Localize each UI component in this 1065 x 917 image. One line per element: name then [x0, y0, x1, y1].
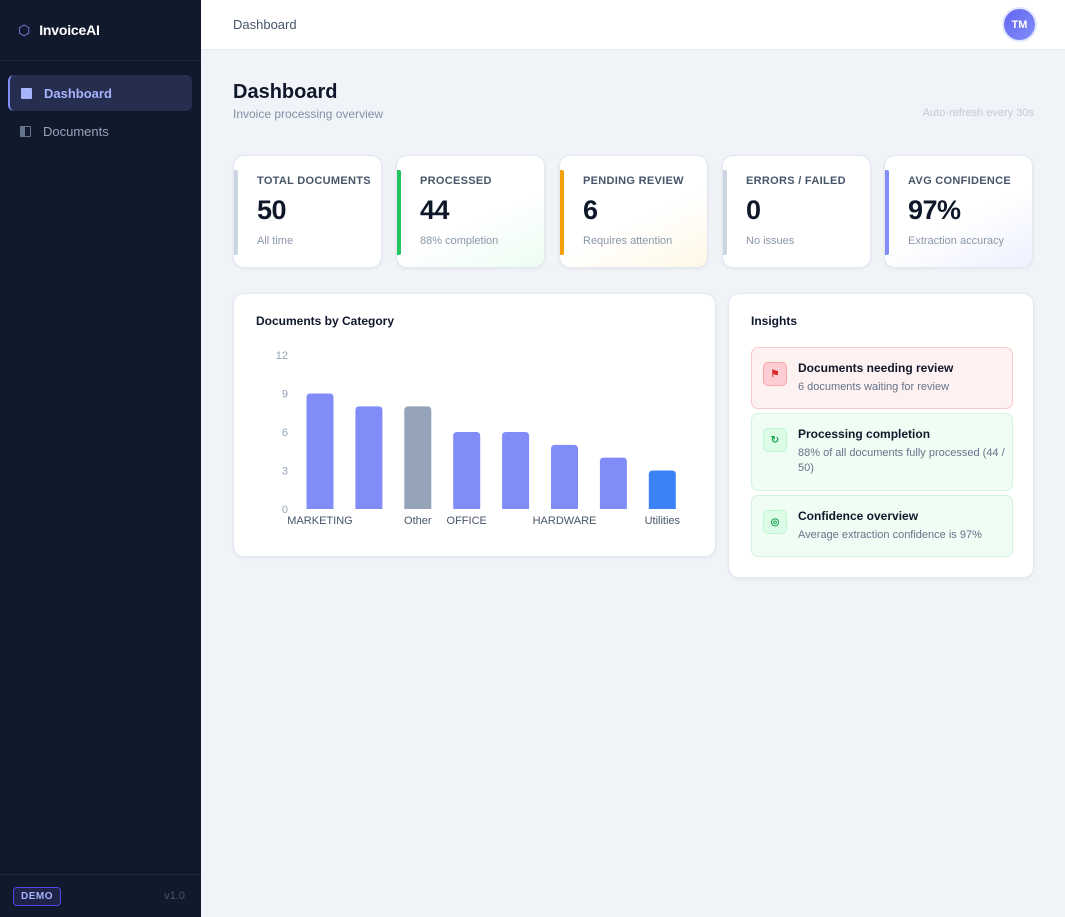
stat-label: ERRORS / FAILED: [746, 175, 846, 187]
category-bar-chart: 0 3 6 9 12 MARKETING Other OFFICE HARDWARE Utilit…: [276, 350, 681, 527]
bar[interactable]: [599, 457, 627, 509]
y-tick-label: 9: [282, 389, 288, 401]
stat-value: 0: [746, 195, 761, 225]
bar[interactable]: [355, 406, 383, 509]
bar[interactable]: [453, 432, 481, 509]
insight-body: 88% of all documents fully processed (44…: [798, 447, 1005, 474]
stat-card-processed: PROCESSED 44 88% completion: [396, 155, 545, 268]
bar[interactable]: [648, 470, 676, 510]
insight-title: Documents needing review: [798, 361, 954, 375]
auto-refresh-note: Auto-refresh every 30s: [922, 107, 1034, 119]
sidebar-item-label: Dashboard: [44, 85, 112, 101]
stat-subtext: Requires attention: [583, 235, 673, 247]
sidebar-nav: Dashboard Documents: [0, 61, 201, 149]
stat-label: PENDING REVIEW: [583, 175, 684, 187]
stat-card-pending-review: PENDING REVIEW 6 Requires attention: [559, 155, 708, 268]
stat-label: PROCESSED: [420, 175, 492, 187]
documents-icon: [20, 125, 31, 137]
stat-subtext: 88% completion: [420, 235, 499, 247]
user-avatar[interactable]: TM: [1004, 9, 1035, 40]
bar[interactable]: [551, 444, 578, 509]
refresh-icon: ↻: [763, 428, 787, 452]
brand[interactable]: ⬡ InvoiceAI: [0, 0, 201, 61]
stat-subtext: All time: [257, 235, 294, 247]
insight-title: Processing completion: [798, 427, 931, 441]
insights-title: Insights: [751, 314, 798, 328]
x-tick-label: HARDWARE: [533, 515, 597, 527]
y-tick-label: 0: [282, 504, 288, 516]
stat-value: 97%: [908, 195, 961, 225]
flag-icon: ⚑: [763, 362, 787, 386]
bar[interactable]: [306, 393, 334, 510]
sidebar-item-documents[interactable]: Documents: [8, 113, 192, 149]
sidebar-item-label: Documents: [43, 123, 109, 139]
demo-badge: DEMO: [13, 886, 61, 906]
breadcrumb: Dashboard: [233, 17, 297, 32]
x-tick-label: Other: [404, 515, 432, 527]
y-tick-label: 6: [282, 427, 288, 439]
documents-by-category-card: Documents by Category 0 3 6 9 12 MARKETING Oth…: [233, 293, 716, 557]
x-tick-label: Utilities: [645, 515, 681, 527]
target-icon: ◎: [763, 510, 787, 534]
bar[interactable]: [404, 406, 432, 509]
topbar: Dashboard TM: [201, 0, 1065, 50]
brand-name: InvoiceAI: [39, 22, 100, 38]
stat-card-avg-confidence: AVG CONFIDENCE 97% Extraction accuracy: [884, 155, 1033, 268]
stat-subtext: No issues: [746, 235, 795, 247]
stat-value: 50: [257, 195, 287, 225]
y-tick-label: 3: [282, 466, 288, 478]
stat-label: TOTAL DOCUMENTS: [257, 175, 371, 187]
sidebar-item-dashboard[interactable]: Dashboard: [8, 75, 192, 111]
insight-body: Average extraction confidence is 97%: [798, 529, 982, 541]
insight-confidence-overview[interactable]: ◎ Confidence overview Average extraction…: [751, 495, 1013, 557]
page-subtitle: Invoice processing overview: [233, 107, 384, 121]
y-tick-label: 12: [276, 350, 288, 362]
x-tick-label: MARKETING: [287, 515, 352, 527]
stat-card-total-documents: TOTAL DOCUMENTS 50 All time: [233, 155, 382, 268]
dashboard-icon: [21, 87, 32, 99]
version-label: v1.0: [164, 890, 185, 902]
insight-processing-completion[interactable]: ↻ Processing completion 88% of all docum…: [751, 413, 1013, 491]
stat-subtext: Extraction accuracy: [908, 235, 1004, 247]
stat-value: 44: [420, 195, 450, 225]
x-tick-label: OFFICE: [447, 515, 487, 527]
chart-title: Documents by Category: [256, 314, 395, 328]
bar[interactable]: [502, 432, 530, 509]
hexagon-logo-icon: ⬡: [18, 22, 31, 38]
sidebar: ⬡ InvoiceAI Dashboard Documents DEMO v1.…: [0, 0, 201, 917]
insight-body: 6 documents waiting for review: [798, 381, 950, 393]
sidebar-footer: DEMO v1.0: [0, 874, 201, 917]
stat-card-errors-failed: ERRORS / FAILED 0 No issues: [722, 155, 871, 268]
page-title: Dashboard: [233, 81, 338, 103]
stat-value: 6: [583, 195, 598, 225]
stat-label: AVG CONFIDENCE: [908, 175, 1012, 187]
insights-card: Insights ⚑ Documents needing review 6 do…: [728, 293, 1034, 578]
insight-documents-needing-review[interactable]: ⚑ Documents needing review 6 documents w…: [751, 347, 1013, 409]
insight-title: Confidence overview: [798, 509, 919, 523]
